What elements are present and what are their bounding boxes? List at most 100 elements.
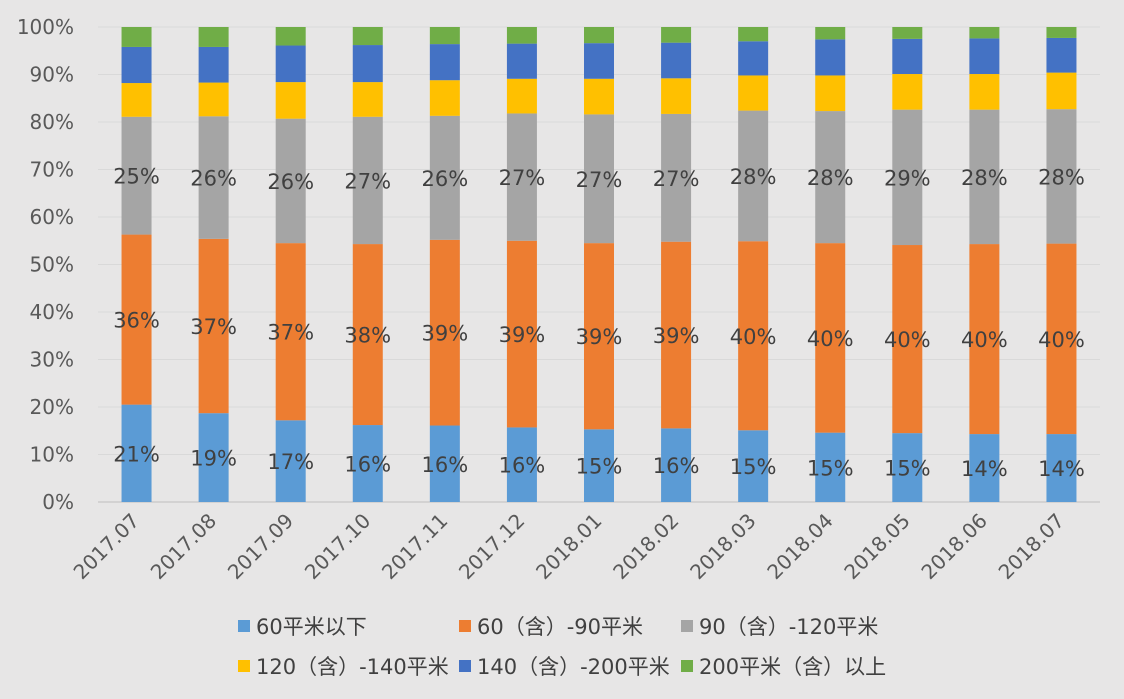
bar-segment [969, 109, 1000, 245]
bar-segment [352, 27, 383, 46]
bar-segment [121, 83, 152, 117]
bar-segment [738, 75, 769, 111]
x-tick-label: 2017.10 [300, 509, 375, 584]
bar-segment [815, 432, 846, 502]
bar-segment [429, 115, 460, 240]
data-label: 15% [576, 455, 623, 479]
legend-swatch [459, 620, 471, 632]
bar-segment [198, 238, 229, 414]
bar-segment [1046, 37, 1077, 73]
data-label: 17% [267, 450, 314, 474]
bar-segment [661, 27, 692, 43]
x-tick-label: 2018.07 [994, 509, 1069, 584]
y-tick-label: 40% [30, 300, 74, 324]
data-label: 21% [113, 442, 160, 466]
data-label: 16% [344, 453, 391, 477]
bar-segment [1046, 27, 1077, 38]
bar-segment [275, 82, 306, 119]
data-label: 39% [653, 324, 700, 348]
legend-swatch [681, 620, 693, 632]
data-label: 39% [576, 325, 623, 349]
bar-segment [815, 75, 846, 112]
bar-segment [969, 38, 1000, 75]
legend-label: 200平米（含）以上 [699, 655, 886, 679]
bar-segment [661, 78, 692, 114]
data-label: 27% [344, 169, 391, 193]
bar-segment [969, 244, 1000, 435]
bar-segment [198, 46, 229, 83]
bar-segment [584, 243, 614, 430]
data-label: 14% [1038, 457, 1085, 481]
bar-segment [352, 116, 383, 245]
data-label: 28% [961, 166, 1008, 190]
legend-swatch [681, 660, 693, 672]
bar-segment [892, 74, 923, 110]
data-label: 37% [267, 321, 314, 345]
y-tick-label: 90% [30, 63, 74, 87]
bar-segment [1046, 72, 1077, 110]
data-label: 26% [267, 170, 314, 194]
data-label: 39% [499, 323, 546, 347]
bar-segment [198, 116, 229, 239]
bar-segment [121, 27, 152, 47]
data-label: 40% [807, 327, 854, 351]
data-label: 16% [653, 454, 700, 478]
bar-segment [121, 46, 152, 84]
data-label: 15% [807, 456, 854, 480]
bar-segment [198, 413, 229, 502]
data-label: 16% [422, 453, 469, 477]
bar-segment [275, 118, 306, 244]
bar-segment [275, 420, 306, 502]
bar-segment [969, 434, 1000, 502]
bar-segment [661, 428, 692, 502]
bar-segment [738, 241, 769, 431]
bar-segment [121, 116, 152, 235]
y-tick-label: 70% [30, 158, 74, 182]
bar-segment [584, 43, 614, 79]
data-label: 36% [113, 309, 160, 333]
data-label: 39% [422, 322, 469, 346]
data-label: 27% [499, 166, 546, 190]
bar-segment [815, 39, 846, 76]
bar-segment [738, 41, 769, 76]
bar-segment [584, 78, 614, 115]
data-label: 27% [653, 167, 700, 191]
legend-label: 120（含）-140平米 [256, 655, 449, 679]
bar-segment [121, 234, 152, 405]
data-label: 16% [499, 454, 546, 478]
data-label: 26% [422, 167, 469, 191]
bar-segment [892, 109, 923, 246]
legend-label: 90（含）-120平米 [699, 615, 878, 639]
bar-segment [198, 82, 229, 117]
bar-segment [1046, 243, 1077, 435]
bar-segment [429, 80, 460, 116]
bar-segment [352, 425, 383, 502]
legend-label: 140（含）-200平米 [477, 655, 670, 679]
bar-segment [275, 243, 306, 421]
x-tick-label: 2018.03 [685, 509, 760, 584]
y-tick-label: 0% [42, 490, 74, 514]
data-label: 40% [1038, 328, 1085, 352]
data-label: 28% [1038, 165, 1085, 189]
bar-segment [121, 404, 152, 502]
bar-segment [506, 240, 537, 428]
bar-segment [275, 45, 306, 83]
y-tick-label: 10% [30, 443, 74, 467]
bar-segment [429, 44, 460, 81]
bar-segment [969, 74, 1000, 110]
data-label: 15% [884, 457, 931, 481]
legend-swatch [238, 660, 250, 672]
data-label: 28% [730, 165, 777, 189]
bar-segment [352, 82, 383, 117]
bar-segment [506, 78, 537, 114]
bar-segment [429, 27, 460, 45]
bar-segment [661, 113, 692, 242]
bar-segment [738, 430, 769, 502]
bar-segment [815, 111, 846, 244]
x-tick-label: 2018.01 [531, 509, 606, 584]
y-tick-label: 60% [30, 205, 74, 229]
bar-segment [352, 45, 383, 83]
bar-segment [892, 245, 923, 434]
